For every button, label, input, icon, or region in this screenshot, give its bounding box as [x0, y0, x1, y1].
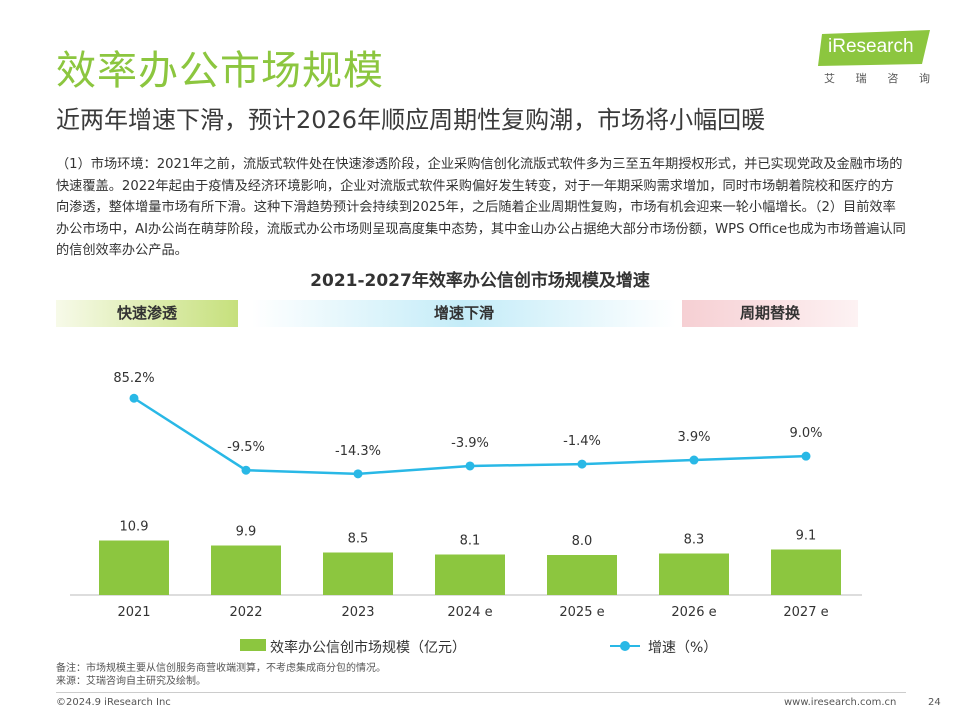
page-number: 24	[928, 697, 941, 708]
growth-point-0	[129, 393, 139, 403]
growth-label-2: -14.3%	[335, 444, 381, 459]
bar-label-5: 8.3	[684, 533, 705, 548]
market-description: （1）市场环境：2021年之前，流版式软件处在快速渗透阶段，企业采购信创化流版式…	[56, 157, 906, 259]
website-link[interactable]: www.iresearch.com.cn	[784, 697, 897, 708]
legend-line-label: 增速（%）	[648, 640, 718, 656]
note-text: 备注：市场规模主要从信创服务商营收端测算，不考虑集成商分包的情况。	[56, 663, 386, 674]
growth-label-4: -1.4%	[563, 434, 601, 449]
page-title: 效率办公市场规模	[56, 48, 384, 94]
x-tick-label-6: 2027 e	[783, 605, 828, 620]
bar-label-1: 9.9	[236, 525, 257, 540]
bar-0	[99, 540, 169, 595]
legend-bar-swatch	[240, 639, 266, 651]
x-tick-label-0: 2021	[117, 605, 150, 620]
logo-subtext: 艾 瑞 咨 询	[824, 72, 930, 85]
market-size-chart: 10.9 2021 9.9 2022 8.5 2023 8.1 2024 e 8.0 2025 e…	[70, 371, 862, 620]
bar-label-2: 8.5	[348, 532, 369, 547]
x-tick-label-3: 2024 e	[447, 605, 492, 620]
footer-divider	[56, 692, 906, 693]
logo-text: iResearch	[828, 36, 914, 57]
growth-point-6	[801, 451, 811, 461]
bar-2	[323, 552, 393, 595]
bar-5	[659, 553, 729, 595]
chart-title: 2021-2027年效率办公信创市场规模及增速	[310, 271, 650, 291]
growth-label-3: -3.9%	[451, 436, 489, 451]
legend-bar-label: 效率办公信创市场规模（亿元）	[270, 640, 466, 656]
bar-6	[771, 549, 841, 595]
growth-label-5: 3.9%	[677, 430, 710, 445]
bar-4	[547, 555, 617, 595]
growth-label-1: -9.5%	[227, 440, 265, 455]
x-tick-label-4: 2025 e	[559, 605, 604, 620]
x-tick-label-2: 2023	[341, 605, 374, 620]
growth-point-4	[577, 459, 587, 469]
bar-3	[435, 554, 505, 595]
iresearch-logo: iResearch 艾 瑞 咨 询	[818, 30, 936, 86]
growth-point-1	[241, 465, 251, 475]
phase-cyclical-replacement: 周期替换	[682, 300, 858, 327]
growth-label-6: 9.0%	[789, 426, 822, 441]
growth-point-2	[353, 469, 363, 479]
bar-label-6: 9.1	[796, 529, 817, 544]
growth-label-0: 85.2%	[113, 371, 154, 386]
bar-label-0: 10.9	[120, 520, 149, 535]
x-tick-label-1: 2022	[229, 605, 262, 620]
growth-point-3	[465, 461, 475, 471]
legend-line-marker	[620, 641, 630, 651]
source-text: 来源：艾瑞咨询自主研究及绘制。	[56, 676, 206, 687]
bar-label-3: 8.1	[460, 534, 481, 549]
copyright: ©2024.9 iResearch Inc	[56, 697, 171, 708]
notes: 备注：市场规模主要从信创服务商营收端测算，不考虑集成商分包的情况。 来源：艾瑞咨…	[56, 662, 386, 688]
x-tick-label-5: 2026 e	[671, 605, 716, 620]
bar-1	[211, 545, 281, 595]
phase-growth-decline: 增速下滑	[252, 300, 676, 327]
page-subtitle: 近两年增速下滑，预计2026年顺应周期性复购潮，市场将小幅回暖	[56, 106, 766, 134]
growth-point-5	[689, 455, 699, 465]
bar-label-4: 8.0	[572, 534, 593, 549]
phase-rapid-penetration: 快速渗透	[56, 300, 238, 327]
